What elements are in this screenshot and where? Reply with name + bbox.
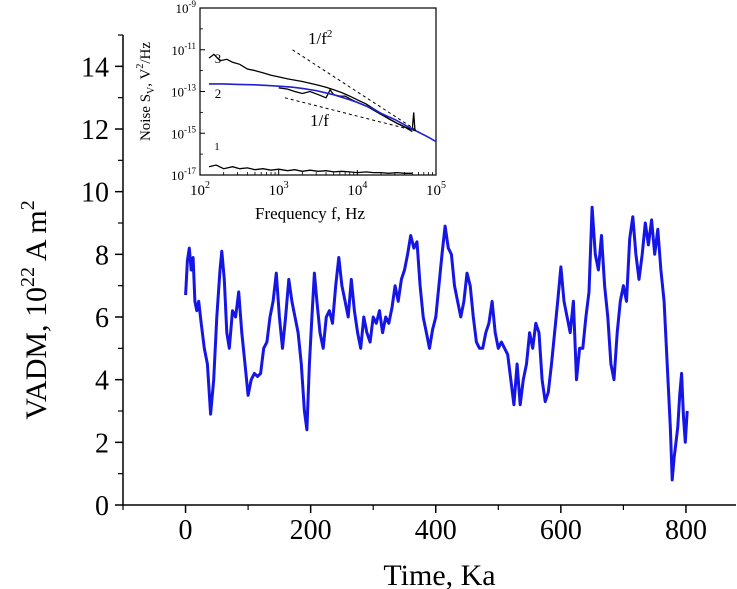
inset-guide-line [284, 97, 419, 133]
y-tick-label: 10 [81, 178, 109, 209]
inset-y-tick-exponent: -13 [184, 83, 196, 93]
inset-x-tick-base: 10 [347, 183, 362, 199]
inset-y-tick-exponent: -11 [184, 41, 196, 51]
inset-x-tick-exponent: 2 [205, 180, 210, 191]
inset-y-axis-label-unit: , V [138, 68, 154, 86]
inset-slope-label-f: 1/f [310, 111, 329, 130]
inset-y-tick-exponent: -17 [184, 166, 196, 176]
inset-x-tick-base: 10 [426, 183, 441, 199]
inset-y-tick-base: 10 [171, 168, 184, 183]
inset-y-tick-label: 10-13 [171, 83, 196, 100]
inset-y-tick-label: 10-9 [176, 0, 197, 16]
inset-y-tick-base: 10 [171, 43, 184, 58]
inset-y-tick-label: 10-11 [171, 41, 196, 58]
inset-x-tick-label: 104 [347, 180, 367, 199]
x-axis-label: Time, Ka [383, 559, 495, 589]
inset-curve-label-1: 1 [214, 141, 220, 153]
inset-x-tick-label: 103 [269, 180, 289, 199]
y-tick-label: 4 [95, 366, 109, 397]
inset-y-axis-label-unit-tail: /Hz [138, 42, 154, 64]
y-axis-label-unit-exponent: 2 [17, 200, 39, 210]
inset-y-tick-base: 10 [171, 85, 184, 100]
x-tick-label: 600 [540, 515, 582, 546]
inset-x-tick-label: 105 [426, 180, 446, 199]
inset-fit-line [209, 83, 437, 143]
inset-x-tick-label: 102 [190, 180, 210, 199]
inset-x-tick-base: 10 [269, 183, 284, 199]
inset-y-tick-base: 10 [176, 1, 189, 16]
y-tick-label: 12 [81, 115, 109, 146]
inset-x-tick-exponent: 3 [284, 180, 289, 191]
y-axis-label-main: VADM, 10 [20, 287, 53, 420]
vadm-series-line [184, 205, 689, 482]
y-axis-label: VADM, 1022 A m2 [17, 200, 53, 420]
inset-curve-label-3: 3 [215, 51, 222, 66]
inset-curve-1 [208, 164, 413, 174]
x-tick-label: 0 [179, 515, 193, 546]
y-axis-label-exponent: 22 [17, 267, 39, 287]
inset-y-axis-label-subscript: V [146, 86, 157, 94]
inset-noise-spectrum-chart: 102 103 104 10510-1710-1510-1310-1110-9Freq… [135, 0, 446, 223]
inset-y-tick-exponent: -9 [189, 0, 197, 9]
x-tick-label: 400 [415, 515, 457, 546]
x-tick-label: 200 [290, 515, 332, 546]
inset-y-tick-base: 10 [171, 126, 184, 141]
inset-x-tick-exponent: 4 [362, 180, 367, 191]
inset-slope-label-f2-exponent: 2 [327, 28, 333, 40]
inset-slope-label-f2-main: 1/f [308, 29, 327, 48]
y-tick-label: 2 [95, 428, 109, 459]
y-tick-label: 8 [95, 240, 109, 271]
inset-y-tick-label: 10-15 [171, 124, 196, 141]
inset-guide-line [292, 49, 419, 133]
inset-y-axis-label-unit-exponent: 2 [135, 64, 146, 69]
y-tick-label: 0 [95, 491, 109, 522]
x-tick-label: 800 [665, 515, 707, 546]
inset-slope-label-f2: 1/f2 [308, 28, 332, 48]
y-axis-label-unit: A m [20, 210, 53, 267]
inset-x-axis-label: Frequency f, Hz [255, 204, 365, 223]
inset-x-tick-exponent: 5 [441, 180, 446, 191]
y-tick-label: 14 [81, 52, 109, 83]
inset-y-axis-label: Noise SV, V2/Hz [135, 42, 157, 141]
inset-y-tick-label: 10-17 [171, 166, 196, 183]
inset-curve-label-2: 2 [215, 86, 222, 101]
inset-x-tick-base: 10 [190, 183, 205, 199]
inset-curve-2 [278, 87, 416, 131]
y-tick-label: 6 [95, 303, 109, 334]
inset-y-axis-label-main: Noise S [138, 94, 154, 141]
inset-y-tick-exponent: -15 [184, 124, 196, 134]
